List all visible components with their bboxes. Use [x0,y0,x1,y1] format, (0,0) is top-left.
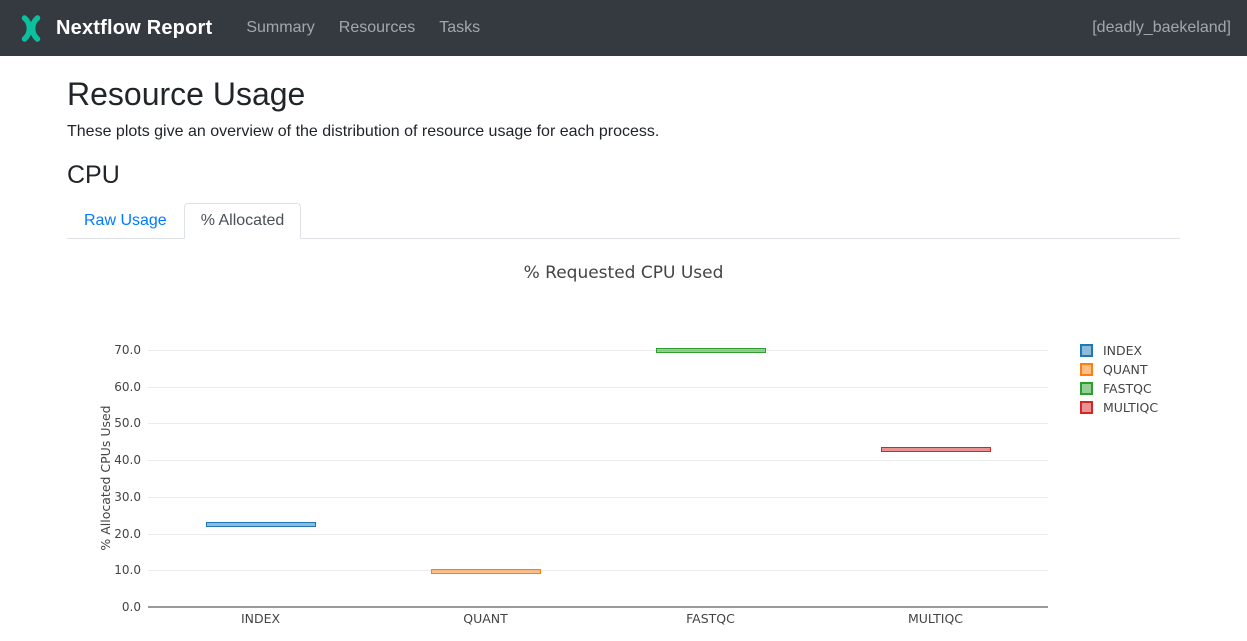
y-tick-label: 30.0 [114,489,141,504]
y-tick-label: 50.0 [114,416,141,431]
chart-title: % Requested CPU Used [523,263,724,283]
legend-item-multiqc[interactable]: MULTIQC [1080,400,1158,415]
box-mark-fastqc[interactable] [655,348,766,354]
navbar-brand[interactable]: Nextflow Report [16,14,213,42]
main-content: Resource Usage These plots give an overv… [0,56,1247,641]
x-tick-label-fastqc: FASTQC [686,611,735,626]
gridline [148,350,1048,352]
box-mark-quant[interactable] [430,568,541,574]
brand-title: Nextflow Report [56,16,213,39]
gridline [148,460,1048,462]
gridline [148,570,1048,572]
y-tick-label: 60.0 [114,379,141,394]
gridline [148,423,1048,425]
y-tick-label: 20.0 [114,526,141,541]
legend-label: FASTQC [1103,381,1152,396]
legend-label: INDEX [1103,343,1143,358]
x-tick-label-quant: QUANT [463,611,508,626]
nav-item-summary[interactable]: Summary [246,19,315,36]
nextflow-logo-icon [16,14,46,42]
legend-item-index[interactable]: INDEX [1080,343,1142,358]
tab-raw-usage[interactable]: Raw Usage [84,212,167,229]
legend-swatch-quant [1080,363,1093,376]
legend-swatch-fastqc [1080,382,1093,395]
nav-item-tasks[interactable]: Tasks [439,19,481,36]
y-tick-label: 70.0 [114,343,141,358]
legend-label: MULTIQC [1103,400,1159,415]
legend-swatch-multiqc [1080,401,1093,414]
section-title-cpu: CPU [67,161,120,189]
y-tick-label: 0.0 [121,600,141,614]
x-axis-line [148,606,1048,608]
legend-swatch-index [1080,344,1093,357]
box-mark-multiqc[interactable] [880,446,991,452]
page-title: Resource Usage [67,76,306,112]
gridline [148,533,1048,535]
legend-item-fastqc[interactable]: FASTQC [1080,381,1152,396]
navbar: Nextflow Report Summary Resources Tasks … [0,0,1247,56]
y-tick-label: 40.0 [114,453,141,468]
page-description: These plots give an overview of the dist… [67,123,660,140]
legend-item-quant[interactable]: QUANT [1080,362,1148,377]
legend-label: QUANT [1103,362,1148,377]
navbar-links: Summary Resources Tasks [238,11,496,45]
box-mark-index[interactable] [205,521,316,527]
x-tick-label-multiqc: MULTIQC [907,611,964,626]
cpu-tab-bar: Raw Usage % Allocated [67,203,1180,239]
nav-item-resources[interactable]: Resources [338,19,416,36]
gridline [148,386,1048,388]
x-tick-label-index: INDEX [240,611,281,626]
run-name-badge: [deadly_baekeland] [1092,19,1231,36]
cpu-pct-allocated-chart: % Requested CPU Used % Allocated CPUs Us… [67,239,1180,641]
y-tick-label: 10.0 [114,563,141,578]
tab-pct-allocated[interactable]: % Allocated [183,203,302,239]
gridline [148,496,1048,498]
